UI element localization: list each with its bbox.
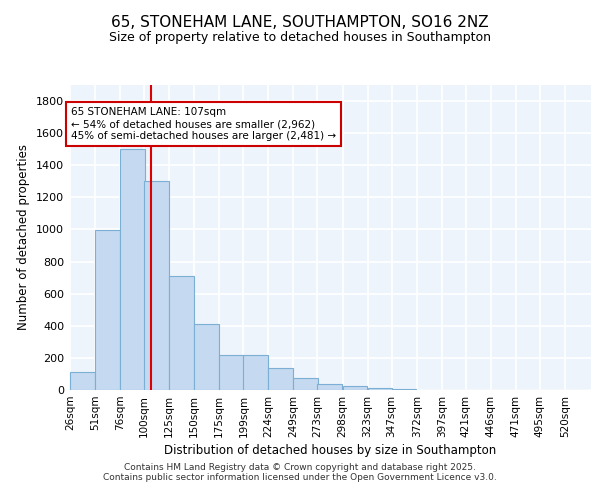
- Bar: [244, 356, 268, 390]
- Bar: [317, 384, 342, 390]
- Bar: [169, 276, 194, 390]
- Bar: [293, 378, 318, 390]
- Bar: [144, 182, 169, 390]
- Text: 65 STONEHAM LANE: 107sqm
← 54% of detached houses are smaller (2,962)
45% of sem: 65 STONEHAM LANE: 107sqm ← 54% of detach…: [71, 108, 336, 140]
- Bar: [70, 372, 95, 390]
- Bar: [120, 149, 145, 390]
- Bar: [219, 356, 244, 390]
- Bar: [368, 388, 392, 390]
- Bar: [268, 368, 293, 390]
- Text: Size of property relative to detached houses in Southampton: Size of property relative to detached ho…: [109, 31, 491, 44]
- X-axis label: Distribution of detached houses by size in Southampton: Distribution of detached houses by size …: [164, 444, 496, 457]
- Text: 65, STONEHAM LANE, SOUTHAMPTON, SO16 2NZ: 65, STONEHAM LANE, SOUTHAMPTON, SO16 2NZ: [111, 15, 489, 30]
- Bar: [194, 324, 219, 390]
- Bar: [95, 230, 119, 390]
- Bar: [392, 389, 416, 390]
- Bar: [343, 386, 367, 390]
- Y-axis label: Number of detached properties: Number of detached properties: [17, 144, 31, 330]
- Text: Contains HM Land Registry data © Crown copyright and database right 2025.
Contai: Contains HM Land Registry data © Crown c…: [103, 463, 497, 482]
